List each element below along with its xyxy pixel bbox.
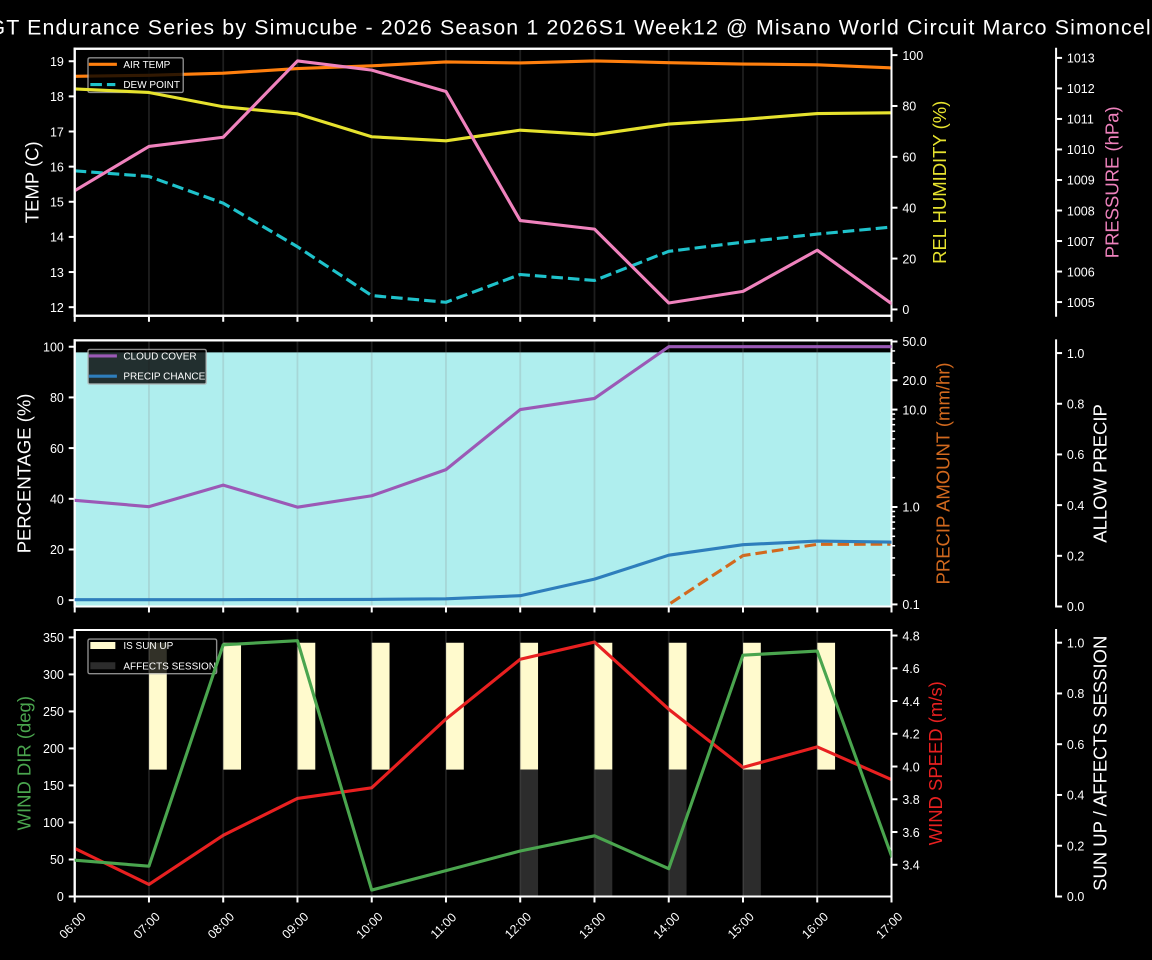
svg-text:1.0: 1.0 [1067,347,1084,361]
svg-text:ALLOW PRECIP: ALLOW PRECIP [1089,404,1110,543]
svg-text:0.0: 0.0 [1067,600,1084,614]
svg-text:PRECIP CHANCE: PRECIP CHANCE [123,372,205,383]
svg-text:GT Endurance Series by Simucub: GT Endurance Series by Simucube - 2026 S… [0,16,1152,40]
svg-text:250: 250 [43,705,64,719]
svg-text:0.0: 0.0 [1067,890,1084,904]
svg-text:CLOUD COVER: CLOUD COVER [123,351,196,362]
svg-text:0: 0 [902,303,909,317]
svg-text:0.1: 0.1 [902,598,919,612]
svg-text:PRESSURE (hPa): PRESSURE (hPa) [1101,106,1122,258]
svg-text:80: 80 [50,391,64,405]
svg-text:20.0: 20.0 [902,374,926,388]
svg-text:300: 300 [43,668,64,682]
svg-text:3.6: 3.6 [902,826,919,840]
svg-text:0: 0 [57,594,64,608]
svg-text:0.4: 0.4 [1067,789,1084,803]
svg-text:1006: 1006 [1067,265,1095,279]
svg-text:SUN UP / AFFECTS SESSION: SUN UP / AFFECTS SESSION [1089,636,1110,891]
svg-text:40: 40 [50,493,64,507]
svg-text:AIR TEMP: AIR TEMP [123,60,170,71]
svg-text:PERCENTAGE (%): PERCENTAGE (%) [14,394,35,554]
svg-text:3.8: 3.8 [902,793,919,807]
svg-text:3.4: 3.4 [902,859,919,873]
svg-text:13: 13 [50,266,64,280]
svg-text:4.4: 4.4 [902,695,919,709]
svg-text:IS SUN UP: IS SUN UP [123,641,173,652]
svg-text:4.2: 4.2 [902,728,919,742]
svg-text:0.4: 0.4 [1067,499,1084,513]
svg-text:200: 200 [43,742,64,756]
svg-text:50.0: 50.0 [902,335,926,349]
svg-text:150: 150 [43,779,64,793]
svg-text:0.2: 0.2 [1067,839,1084,853]
svg-text:18: 18 [50,90,64,104]
svg-text:100: 100 [902,49,923,63]
svg-text:0.8: 0.8 [1067,398,1084,412]
svg-text:1008: 1008 [1067,204,1095,218]
svg-text:1010: 1010 [1067,143,1095,157]
svg-text:PRECIP AMOUNT (mm/hr): PRECIP AMOUNT (mm/hr) [933,362,954,584]
svg-text:100: 100 [43,816,64,830]
svg-text:1005: 1005 [1067,296,1095,310]
svg-text:20: 20 [902,252,916,266]
svg-text:0.8: 0.8 [1067,687,1084,701]
svg-text:1011: 1011 [1067,113,1094,127]
svg-text:0: 0 [57,890,64,904]
svg-text:12: 12 [50,301,64,315]
svg-text:4.8: 4.8 [902,629,919,643]
svg-text:16: 16 [50,160,64,174]
svg-text:100: 100 [43,340,64,354]
svg-text:1012: 1012 [1067,82,1095,96]
svg-text:1009: 1009 [1067,174,1095,188]
svg-text:14: 14 [50,231,64,245]
svg-text:DEW POINT: DEW POINT [123,80,180,91]
svg-text:17: 17 [50,125,64,139]
svg-text:REL HUMIDITY (%): REL HUMIDITY (%) [929,101,950,264]
svg-text:19: 19 [50,55,64,69]
svg-text:1.0: 1.0 [1067,636,1084,650]
svg-text:4.6: 4.6 [902,662,919,676]
svg-text:1007: 1007 [1067,235,1095,249]
svg-text:1.0: 1.0 [902,501,919,515]
svg-text:1013: 1013 [1067,52,1095,66]
svg-text:60: 60 [902,151,916,165]
svg-text:0.2: 0.2 [1067,550,1084,564]
svg-text:80: 80 [902,100,916,114]
svg-text:10.0: 10.0 [902,403,926,417]
svg-text:WIND SPEED (m/s): WIND SPEED (m/s) [925,681,946,845]
svg-text:0.6: 0.6 [1067,448,1084,462]
svg-text:40: 40 [902,201,916,215]
svg-text:4.0: 4.0 [902,760,919,774]
svg-text:15: 15 [50,196,64,210]
svg-text:60: 60 [50,442,64,456]
svg-text:AFFECTS SESSION: AFFECTS SESSION [123,661,216,672]
svg-text:20: 20 [50,543,64,557]
svg-text:350: 350 [43,631,64,645]
svg-text:TEMP (C): TEMP (C) [22,141,43,223]
svg-text:WIND DIR (deg): WIND DIR (deg) [14,696,35,830]
svg-text:50: 50 [50,853,64,867]
svg-text:0.6: 0.6 [1067,738,1084,752]
